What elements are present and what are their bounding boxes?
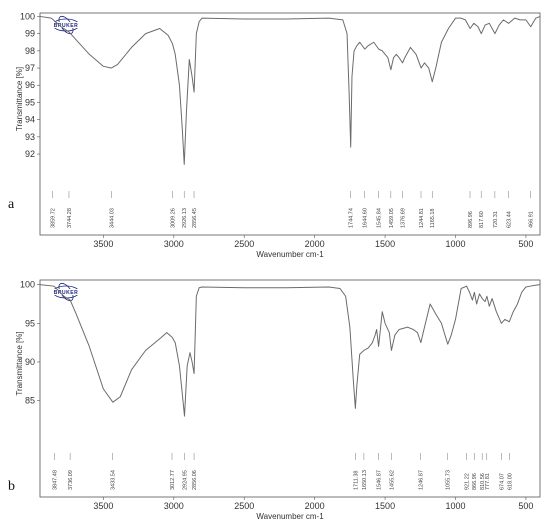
peak-label: 1546.87: [376, 470, 382, 490]
peak-label: 1650.13: [362, 470, 368, 490]
peak-label: 2856.06: [192, 470, 198, 490]
y-tick-label: 94: [25, 115, 35, 125]
svg-text:BRUKER: BRUKER: [54, 23, 78, 29]
peak-label: 1644.60: [363, 208, 369, 228]
x-axis-label: Wavenumber cm-1: [256, 512, 324, 521]
x-axis-label: Wavenumber cm-1: [256, 250, 324, 259]
peak-label: 3433.54: [111, 470, 117, 490]
x-tick-label: 1000: [445, 501, 465, 511]
x-tick-label: 1000: [445, 239, 465, 249]
bruker-logo: BRUKER: [52, 15, 80, 35]
peak-label: 3012.77: [170, 470, 176, 490]
peak-label: 1455.62: [389, 470, 395, 490]
peak-label: 3859.72: [51, 208, 57, 228]
plot-frame: [39, 279, 541, 498]
peak-label: 866.96: [472, 473, 478, 490]
peak-label: 921.22: [465, 473, 471, 490]
peak-label: 777.81: [485, 473, 491, 490]
peak-label: 810.56: [480, 473, 486, 490]
x-tick-label: 3500: [93, 239, 113, 249]
spectrum-line: [39, 15, 541, 165]
y-axis-label: Transmittance [%]: [15, 67, 24, 131]
peak-label: 674.07: [499, 473, 505, 490]
y-tick-label: 95: [25, 97, 35, 107]
peak-label: 623.44: [507, 211, 513, 228]
x-tick-label: 2000: [305, 501, 325, 511]
y-tick-label: 95: [25, 318, 35, 328]
y-tick-label: 96: [25, 80, 35, 90]
peak-label: 3847.48: [52, 470, 58, 490]
peak-label: 1545.84: [377, 208, 383, 228]
x-tick-label: 3000: [164, 501, 184, 511]
svg-text:BRUKER: BRUKER: [54, 290, 78, 296]
peak-label: 2924.95: [182, 470, 188, 490]
bruker-logo: BRUKER: [52, 282, 80, 302]
x-tick-label: 2500: [234, 501, 254, 511]
y-tick-label: 100: [20, 11, 35, 21]
peak-label: 618.00: [507, 473, 513, 490]
x-tick-label: 1500: [375, 501, 395, 511]
y-tick-label: 92: [25, 149, 35, 159]
peak-label: 3744.28: [67, 208, 73, 228]
spectrum-line: [39, 284, 541, 417]
peak-label: 3009.26: [170, 208, 176, 228]
x-tick-label: 2500: [234, 239, 254, 249]
spectrum-panel-b: 85 90 95 100 3500 3000 2500 2000 1500 1000 500 Wave…: [8, 279, 541, 521]
peak-label: 1165.18: [430, 209, 436, 228]
peak-label: 720.31: [493, 211, 499, 228]
x-tick-label: 3000: [164, 239, 184, 249]
y-tick-label: 97: [25, 63, 35, 73]
panel-label: a: [8, 197, 15, 212]
y-tick-label: 99: [25, 29, 35, 39]
spectrum-panel-a: 92 93 94 95 96 97 98 99 100 3500 3000 2500 2000 1500 1…: [8, 11, 541, 259]
peak-label: 1459.05: [389, 208, 395, 228]
x-tick-label: 2000: [305, 239, 325, 249]
y-tick-label: 85: [25, 396, 35, 406]
plot-frame: [39, 12, 541, 236]
y-tick-label: 100: [20, 280, 35, 290]
y-axis-label: Transmittance [%]: [15, 331, 24, 395]
peak-label: 466.91: [529, 211, 535, 228]
x-tick-label: 3500: [93, 501, 113, 511]
peak-label: 817.60: [479, 211, 485, 228]
y-tick-label: 90: [25, 357, 35, 367]
peak-label: 1246.87: [419, 470, 425, 490]
peak-label: 2926.13: [182, 208, 188, 228]
peak-label: 1376.69: [400, 208, 406, 228]
peak-label: 1244.81: [419, 208, 425, 228]
peak-label: 3444.03: [109, 208, 115, 228]
peak-label: 2856.45: [192, 208, 198, 228]
peak-label: 1055.73: [446, 470, 452, 490]
y-tick-label: 93: [25, 132, 35, 142]
x-tick-label: 500: [518, 239, 533, 249]
x-tick-label: 500: [518, 501, 533, 511]
peak-label: 1711.38: [353, 471, 359, 490]
x-tick-label: 1500: [375, 239, 395, 249]
panel-label: b: [8, 479, 15, 494]
peak-label: 896.96: [468, 211, 474, 228]
peak-label: 3736.09: [68, 470, 74, 490]
peak-label: 1744.74: [349, 208, 355, 228]
y-tick-label: 98: [25, 46, 35, 56]
